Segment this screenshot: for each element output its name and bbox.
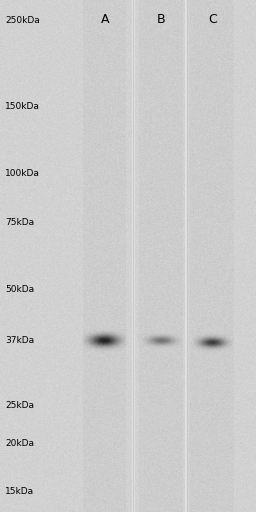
Text: 75kDa: 75kDa [5,218,34,226]
Text: 15kDa: 15kDa [5,487,34,496]
Text: 25kDa: 25kDa [5,401,34,411]
Text: 20kDa: 20kDa [5,439,34,448]
Text: 250kDa: 250kDa [5,16,40,25]
Text: 50kDa: 50kDa [5,286,34,294]
Text: 37kDa: 37kDa [5,336,34,345]
Text: C: C [208,13,217,26]
Text: A: A [101,13,109,26]
Text: 150kDa: 150kDa [5,101,40,111]
Text: 100kDa: 100kDa [5,169,40,178]
Text: B: B [157,13,166,26]
